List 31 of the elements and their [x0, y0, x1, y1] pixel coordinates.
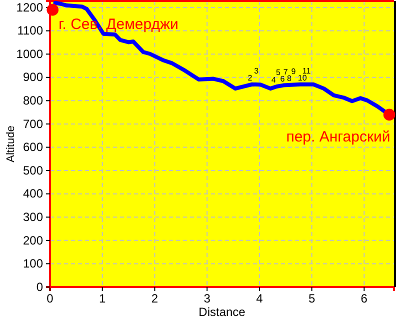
y-tick-label: 200: [22, 233, 44, 248]
annotation: 7: [283, 67, 288, 76]
annotation: 9: [291, 66, 296, 76]
y-tick-label: 1000: [16, 46, 44, 61]
y-axis-title: Altitude: [5, 126, 17, 162]
y-tick-label: 100: [22, 256, 44, 271]
y-tick-label: 1100: [17, 24, 44, 38]
x-tick-label: 1: [99, 292, 106, 306]
x-axis-title: Distance: [198, 305, 246, 319]
y-tick-label: 800: [22, 94, 44, 108]
annotation: 3: [254, 66, 260, 76]
annotation: 4: [271, 76, 276, 85]
y-tick-label: 300: [22, 210, 44, 224]
x-tick-label: 5: [308, 292, 316, 306]
y-tick-label: 1200: [16, 0, 44, 14]
annotation: 10: [298, 73, 308, 82]
x-tick-label: 0: [46, 292, 54, 306]
y-tick-label: 500: [22, 163, 44, 178]
y-tick-label: 400: [22, 186, 44, 201]
annotation: 5: [276, 68, 282, 78]
x-tick-label: 6: [360, 292, 368, 306]
annotation: 11: [302, 66, 312, 76]
y-tick-label: 700: [22, 116, 44, 131]
x-tick-label: 4: [256, 292, 264, 306]
y-tick-label: 900: [22, 70, 44, 84]
y-tick-label: 600: [22, 140, 44, 154]
x-tick-label: 2: [151, 292, 158, 306]
y-tick-label: 0: [36, 280, 44, 294]
x-tick-label: 3: [204, 292, 211, 306]
annotation: пер. Ангарский: [286, 128, 390, 146]
annotation: 2: [248, 73, 253, 82]
